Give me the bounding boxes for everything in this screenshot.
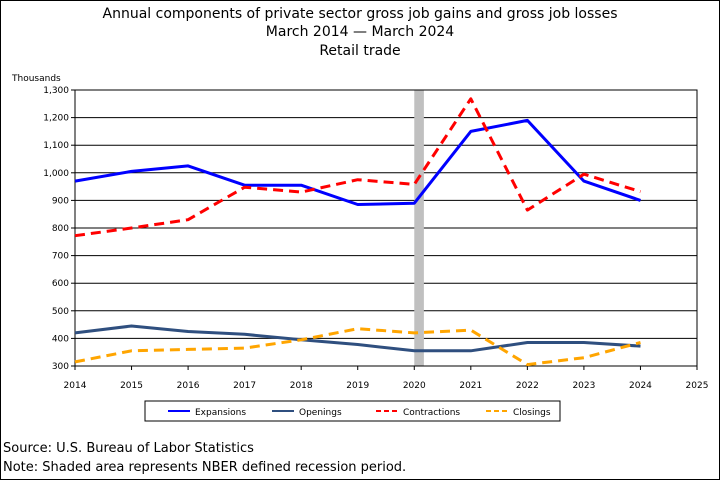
x-tick-label: 2024 [629, 381, 652, 391]
legend-label-openings: Openings [299, 408, 342, 418]
x-tick-label: 2020 [403, 381, 426, 391]
series-line-openings [74, 324, 641, 353]
x-tick-label: 2017 [233, 381, 256, 391]
y-tick-label: 600 [52, 279, 69, 289]
y-tick-label: 1,200 [43, 114, 69, 124]
legend-label-closings: Closings [513, 408, 551, 418]
y-tick-label: 700 [52, 252, 69, 262]
legend-label-contractions: Contractions [403, 408, 460, 418]
x-tick-label: 2019 [346, 381, 369, 391]
x-tick-label: 2022 [516, 381, 539, 391]
x-tick-label: 2021 [459, 381, 482, 391]
y-tick-label: 1,000 [43, 169, 69, 179]
y-tick-label: 400 [52, 334, 69, 344]
series-line-expansions [74, 118, 641, 206]
x-tick-label: 2014 [64, 381, 87, 391]
x-tick-label: 2015 [120, 381, 143, 391]
chart-title: Annual components of private sector gros… [102, 6, 618, 22]
y-axis-label: Thousands [11, 74, 61, 84]
y-tick-label: 800 [52, 224, 69, 234]
series-line-closings [74, 327, 641, 367]
chart-subtitle-dates: March 2014 — March 2024 [265, 24, 455, 40]
legend-label-expansions: Expansions [195, 408, 246, 418]
y-tick-label: 900 [52, 196, 69, 206]
recession-note: Note: Shaded area represents NBER define… [3, 460, 407, 475]
chart-subtitle-industry: Retail trade [319, 43, 401, 59]
x-tick-label: 2018 [290, 381, 313, 391]
y-tick-label: 300 [52, 362, 69, 372]
y-tick-label: 500 [52, 307, 69, 317]
series-line-contractions [74, 97, 641, 238]
recession-band [414, 90, 424, 366]
x-tick-label: 2016 [177, 381, 200, 391]
legend-box [144, 400, 561, 422]
x-tick-label: 2023 [572, 381, 595, 391]
x-tick-label: 2025 [686, 381, 709, 391]
y-tick-label: 1,100 [43, 141, 69, 151]
y-tick-label: 1,300 [43, 86, 69, 96]
source-note: Source: U.S. Bureau of Labor Statistics [3, 441, 254, 456]
